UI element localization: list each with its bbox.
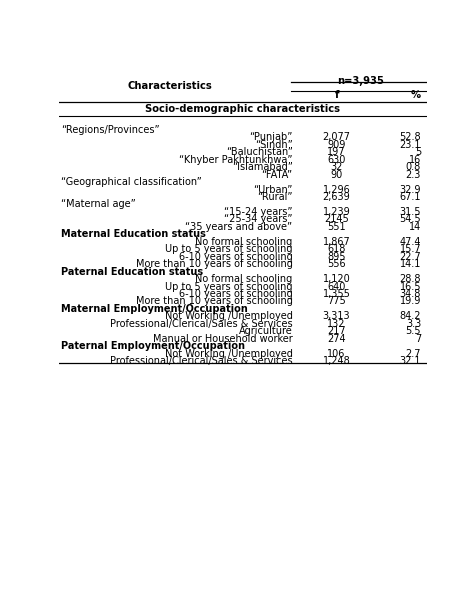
Text: Paternal Education status: Paternal Education status [61,267,203,276]
Text: 1,296: 1,296 [323,185,350,194]
Text: 551: 551 [327,222,346,232]
Text: 67.1: 67.1 [400,192,421,202]
Text: Paternal Employment/Occupation: Paternal Employment/Occupation [61,341,245,351]
Text: No formal schooling: No formal schooling [195,274,292,284]
Text: 640: 640 [328,281,346,292]
Text: 1,248: 1,248 [323,356,350,366]
Text: 630: 630 [328,154,346,165]
Text: 1,239: 1,239 [323,207,350,217]
Text: f: f [334,89,339,100]
Text: 47.4: 47.4 [400,237,421,247]
Text: “25-34 years”: “25-34 years” [224,215,292,224]
Text: “Rural”: “Rural” [257,192,292,202]
Text: “Khyber Pakhtunkhwa”: “Khyber Pakhtunkhwa” [179,154,292,165]
Text: 6-10 years of schooling: 6-10 years of schooling [179,289,292,299]
Text: %: % [411,89,421,100]
Text: “Regions/Provinces”: “Regions/Provinces” [61,125,160,135]
Text: 16: 16 [409,154,421,165]
Text: 19.9: 19.9 [400,297,421,306]
Text: Not Working /Unemployed: Not Working /Unemployed [164,311,292,321]
Text: 618: 618 [328,244,346,254]
Text: 16.5: 16.5 [400,281,421,292]
Text: “Baluchistan”: “Baluchistan” [226,147,292,158]
Text: Maternal Employment/Occupation: Maternal Employment/Occupation [61,304,248,314]
Text: 14: 14 [409,222,421,232]
Text: “35 years and above”: “35 years and above” [185,222,292,232]
Text: 895: 895 [328,252,346,262]
Text: 5.5: 5.5 [406,326,421,337]
Text: 31.5: 31.5 [400,207,421,217]
Text: 28.8: 28.8 [400,274,421,284]
Text: 1,355: 1,355 [323,289,351,299]
Text: 54.5: 54.5 [400,215,421,224]
Text: 23.1: 23.1 [400,140,421,150]
Text: 132: 132 [328,319,346,329]
Text: “Urban”: “Urban” [253,185,292,194]
Text: “Maternal age”: “Maternal age” [61,199,136,210]
Text: More than 10 years of schooling: More than 10 years of schooling [136,297,292,306]
Text: 217: 217 [327,326,346,337]
Text: 32.1: 32.1 [400,356,421,366]
Text: “Punjab”: “Punjab” [249,132,292,142]
Text: 5: 5 [415,147,421,158]
Text: “Islamabad”: “Islamabad” [232,162,292,172]
Text: 909: 909 [328,140,346,150]
Text: 7: 7 [415,333,421,344]
Text: 15.7: 15.7 [400,244,421,254]
Text: Manual or Household worker: Manual or Household worker [153,333,292,344]
Text: 2.7: 2.7 [406,349,421,359]
Text: 274: 274 [327,333,346,344]
Text: 14.1: 14.1 [400,259,421,269]
Text: Maternal Education status: Maternal Education status [61,229,206,239]
Text: 32: 32 [330,162,343,172]
Text: No formal schooling: No formal schooling [195,237,292,247]
Text: 197: 197 [328,147,346,158]
Text: 34.8: 34.8 [400,289,421,299]
Text: 1,867: 1,867 [323,237,350,247]
Text: 32.9: 32.9 [400,185,421,194]
Text: 0.8: 0.8 [406,162,421,172]
Text: 52.8: 52.8 [400,132,421,142]
Text: n=3,935: n=3,935 [337,76,384,86]
Text: Characteristics: Characteristics [127,82,212,91]
Text: Agriculture: Agriculture [239,326,292,337]
Text: 3.3: 3.3 [406,319,421,329]
Text: 2,077: 2,077 [323,132,351,142]
Text: “Sindh”: “Sindh” [255,140,292,150]
Text: Socio-demographic characteristics: Socio-demographic characteristics [146,104,340,114]
Text: Not Working /Unemployed: Not Working /Unemployed [164,349,292,359]
Text: 6-10 years of schooling: 6-10 years of schooling [179,252,292,262]
Text: 84.2: 84.2 [400,311,421,321]
Text: 2,639: 2,639 [323,192,350,202]
Text: 106: 106 [328,349,346,359]
Text: Professional/Clerical/Sales & Services: Professional/Clerical/Sales & Services [110,356,292,366]
Text: “FATA”: “FATA” [261,170,292,180]
Text: “Geographical classification”: “Geographical classification” [61,177,202,187]
Text: Up to 5 years of schooling: Up to 5 years of schooling [165,244,292,254]
Text: 90: 90 [330,170,343,180]
Text: 2.3: 2.3 [406,170,421,180]
Text: 775: 775 [327,297,346,306]
Text: 556: 556 [327,259,346,269]
Text: 3,313: 3,313 [323,311,350,321]
Text: 22.7: 22.7 [399,252,421,262]
Text: More than 10 years of schooling: More than 10 years of schooling [136,259,292,269]
Text: Up to 5 years of schooling: Up to 5 years of schooling [165,281,292,292]
Text: 2145: 2145 [324,215,349,224]
Text: 1,120: 1,120 [323,274,350,284]
Text: “15-24 years”: “15-24 years” [224,207,292,217]
Text: Professional/Clerical/Sales & Services: Professional/Clerical/Sales & Services [110,319,292,329]
